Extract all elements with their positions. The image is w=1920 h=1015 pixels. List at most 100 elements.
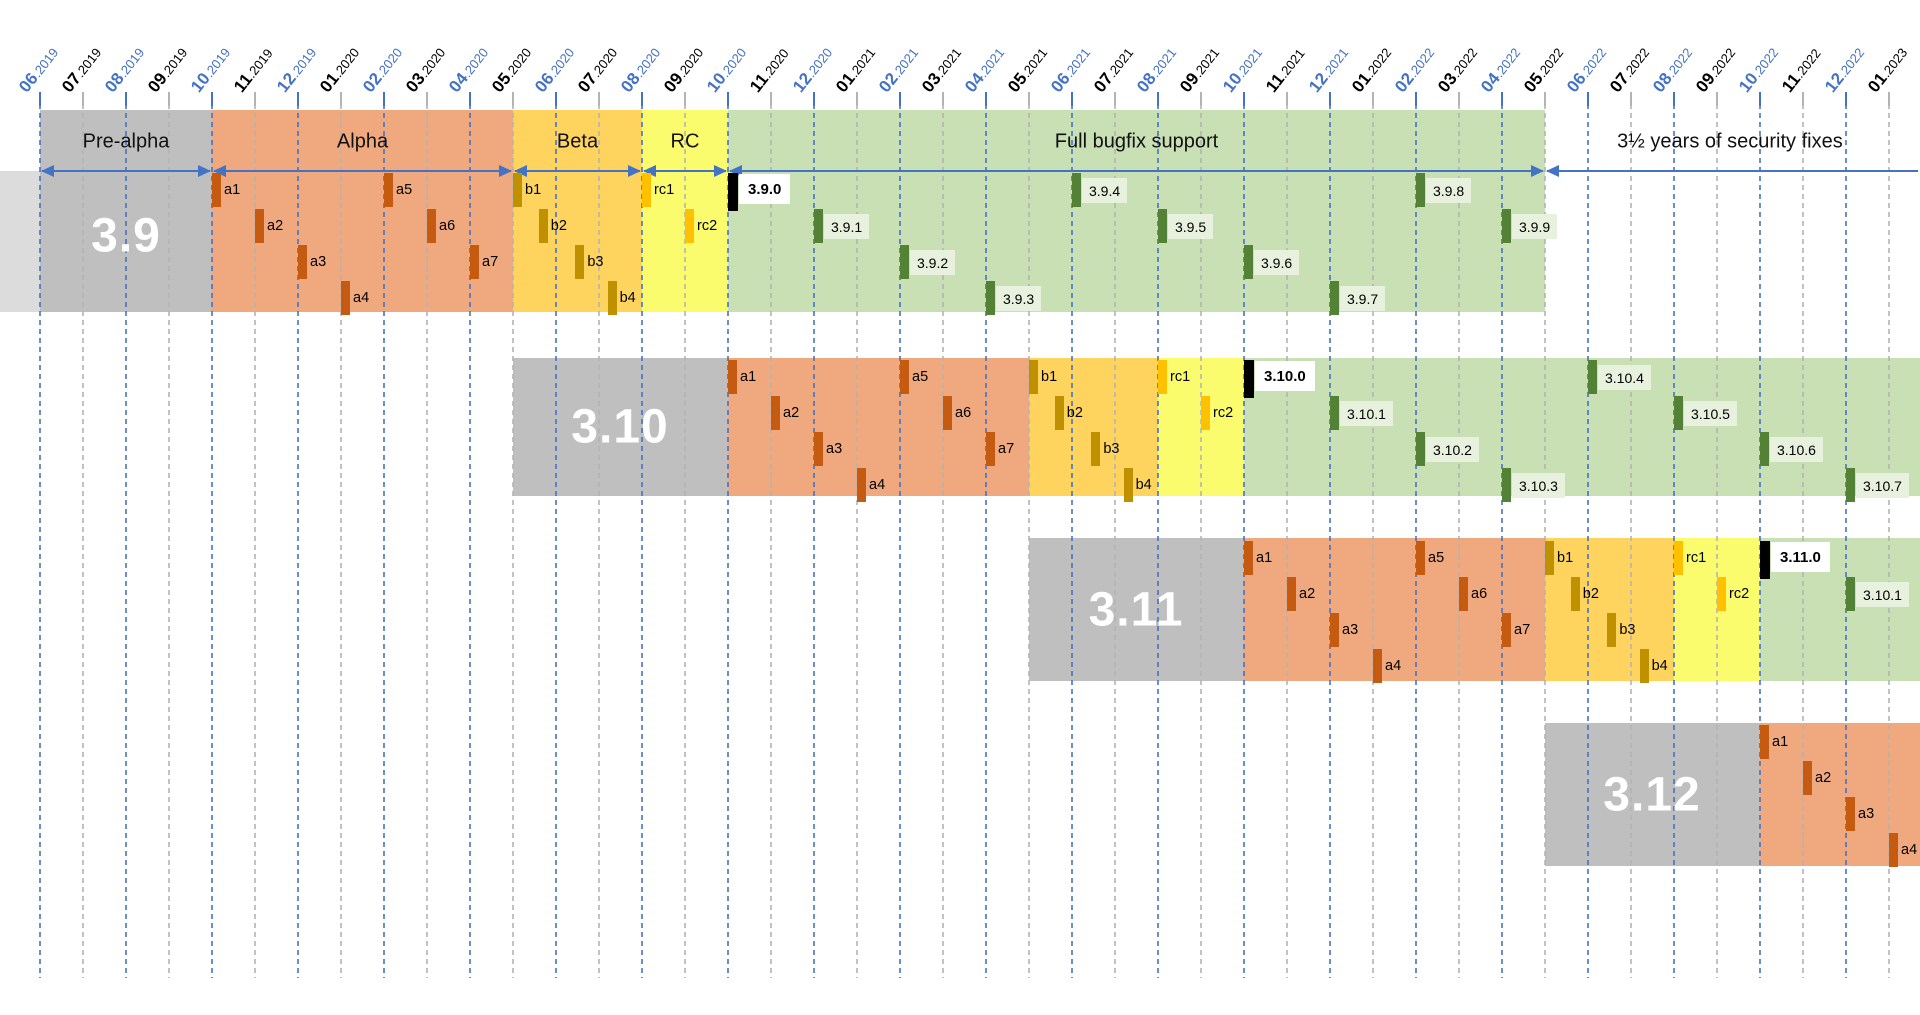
month-label: 08.2019 [101,44,148,96]
prerelease-marker-label: rc1 [654,182,675,198]
phase-label: Alpha [336,130,389,153]
gridline [641,104,643,978]
bugfix-release-label: 3.9.4 [1082,178,1128,203]
a-marker-bar [728,360,737,394]
axis-tick [1200,92,1202,106]
axis-tick [469,92,471,106]
month-label: 01.2023 [1864,44,1911,96]
b-marker-bar [1123,468,1133,502]
prerelease-marker-label: a4 [869,477,886,493]
month-label-year: .2020 [502,45,535,81]
axis-tick [555,92,557,106]
phase-label: Full bugfix support [1054,130,1219,153]
axis-tick [770,92,772,106]
month-label-year: .2020 [373,45,406,81]
axis-tick [512,92,514,106]
month-label: 05.2021 [1004,44,1051,96]
axis-tick [1845,92,1847,106]
gridline [899,104,901,978]
bugfix-marker-bar [1072,173,1081,207]
month-label: 03.2022 [1434,44,1481,96]
a-marker-bar [1760,725,1769,759]
bugfix-marker-bar [1846,468,1855,502]
month-label-year: .2021 [1061,45,1094,81]
gridline [684,104,686,978]
month-label: 03.2020 [402,44,449,96]
prerelease-marker-label: a4 [1901,842,1918,858]
bugfix-marker-bar [1588,360,1597,394]
month-label-year: .2021 [1104,45,1137,81]
prerelease-marker-label: a4 [353,290,370,306]
prerelease-marker-label: a3 [310,254,327,270]
phase-label: Beta [556,130,599,153]
month-label: 03.2021 [918,44,965,96]
band-3-10-pre_alpha [513,358,728,496]
month-label: 09.2021 [1176,44,1223,96]
axis-tick [1802,92,1804,106]
prerelease-marker-label: b1 [1041,369,1058,385]
a-marker-bar [341,281,350,315]
gridline [1587,104,1589,978]
axis-tick [899,92,901,106]
bugfix-release-label: 3.9.6 [1254,250,1300,275]
month-label-year: .2019 [29,45,62,81]
b-marker-bar [1639,649,1649,683]
phase-arrow-line [515,170,640,172]
gridline [1028,104,1030,978]
rc-marker-bar [1158,360,1167,394]
phase-arrow-line [644,170,726,172]
month-label: 05.2022 [1520,44,1567,96]
axis-tick [1630,92,1632,106]
phase-label: RC [670,130,700,153]
gridline [1329,104,1331,978]
axis-tick [1716,92,1718,106]
month-label: 10.2019 [187,44,234,96]
gridline [125,104,127,978]
month-label-year: .2022 [1577,45,1610,81]
gridline [598,104,600,978]
axis-tick [1372,92,1374,106]
prerelease-marker-label: a1 [740,369,757,385]
release-bar [1760,541,1770,579]
month-label: 12.2021 [1305,44,1352,96]
a-marker-bar [814,432,823,466]
axis-tick [1071,92,1073,106]
b-marker-bar [513,173,522,207]
gridline [1372,104,1374,978]
month-label: 05.2020 [488,44,535,96]
prerelease-marker-label: b4 [619,290,636,306]
gridline [82,104,84,978]
b-marker-bar [1570,577,1580,611]
gridline [1458,104,1460,978]
month-label-year: .2021 [1190,45,1223,81]
gridline [727,104,729,978]
month-label: 04.2020 [445,44,492,96]
prerelease-marker-label: rc2 [1213,405,1234,421]
bugfix-release-label: 3.10.3 [1512,473,1565,498]
month-label-year: .2020 [588,45,621,81]
prerelease-marker-label: b3 [587,254,604,270]
bugfix-marker-bar [1760,432,1769,466]
gridline [1286,104,1288,978]
axis-tick [1888,92,1890,106]
month-label: 07.2021 [1090,44,1137,96]
band-3-11-beta [1545,538,1674,681]
band-3-9-pre-edge-stub [0,171,40,312]
month-label-year: .2020 [803,45,836,81]
gridline [813,104,815,978]
arrowhead-right-icon [198,165,211,177]
bugfix-marker-bar [1330,281,1339,315]
axis-tick [1501,92,1503,106]
month-label-year: .2021 [889,45,922,81]
axis-tick [1544,92,1546,106]
axis-tick [942,92,944,106]
month-label-year: .2020 [674,45,707,81]
gridline [426,104,428,978]
a-marker-bar [1287,577,1296,611]
gridline [1716,104,1718,978]
version-label-3-9: 3.9 [91,209,161,263]
bugfix-release-label: 3.10.5 [1684,401,1737,426]
gridline [1888,104,1890,978]
a-marker-bar [1416,541,1425,575]
